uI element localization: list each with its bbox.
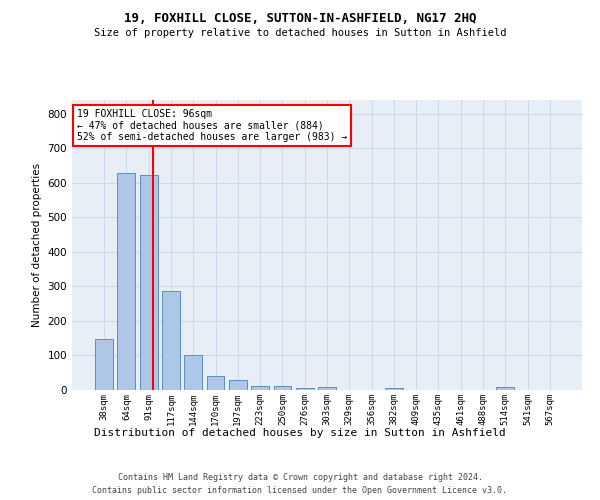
Text: 19, FOXHILL CLOSE, SUTTON-IN-ASHFIELD, NG17 2HQ: 19, FOXHILL CLOSE, SUTTON-IN-ASHFIELD, N… xyxy=(124,12,476,26)
Y-axis label: Number of detached properties: Number of detached properties xyxy=(32,163,42,327)
Bar xyxy=(206,376,224,390)
Bar xyxy=(140,175,158,390)
Bar xyxy=(184,356,202,390)
Bar xyxy=(296,388,314,390)
Bar xyxy=(385,388,403,390)
Bar xyxy=(274,386,292,390)
Text: Contains HM Land Registry data © Crown copyright and database right 2024.: Contains HM Land Registry data © Crown c… xyxy=(118,472,482,482)
Text: 19 FOXHILL CLOSE: 96sqm
← 47% of detached houses are smaller (884)
52% of semi-d: 19 FOXHILL CLOSE: 96sqm ← 47% of detache… xyxy=(77,108,347,142)
Text: Size of property relative to detached houses in Sutton in Ashfield: Size of property relative to detached ho… xyxy=(94,28,506,38)
Bar xyxy=(95,339,113,390)
Bar xyxy=(251,386,269,390)
Bar xyxy=(162,291,180,390)
Text: Contains public sector information licensed under the Open Government Licence v3: Contains public sector information licen… xyxy=(92,486,508,495)
Bar xyxy=(496,387,514,390)
Text: Distribution of detached houses by size in Sutton in Ashfield: Distribution of detached houses by size … xyxy=(94,428,506,438)
Bar xyxy=(118,172,136,390)
Bar xyxy=(318,387,336,390)
Bar xyxy=(229,380,247,390)
